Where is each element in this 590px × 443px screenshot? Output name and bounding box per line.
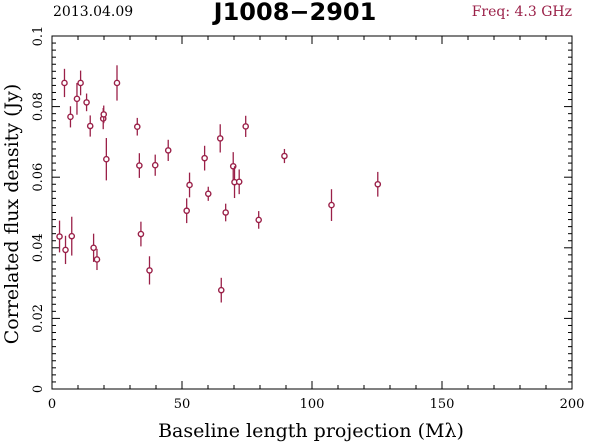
point-marker: [328, 201, 335, 209]
y-tick-label: 0.04: [31, 233, 46, 262]
data-point: [83, 93, 90, 112]
point-marker: [255, 216, 263, 224]
point-marker: [146, 267, 153, 274]
point-marker: [67, 113, 74, 121]
y-tick-label: 0.08: [31, 92, 46, 121]
data-point: [151, 154, 159, 176]
point-marker: [235, 178, 243, 186]
point-marker: [56, 233, 63, 240]
data-point: [242, 115, 249, 137]
data-point: [328, 189, 335, 221]
data-point: [255, 211, 263, 229]
data-point: [164, 139, 172, 161]
plot-frame: [51, 35, 573, 390]
point-marker: [103, 155, 110, 163]
data-point: [77, 70, 84, 96]
x-tick-label: 200: [560, 397, 585, 412]
point-marker: [73, 95, 81, 103]
data-point: [68, 216, 76, 256]
point-marker: [137, 230, 145, 238]
point-marker: [62, 246, 69, 254]
point-marker: [61, 79, 68, 87]
data-point: [136, 153, 143, 178]
data-point: [204, 186, 212, 201]
point-marker: [113, 79, 121, 87]
y-axis-label: Correlated flux density (Jy): [1, 84, 23, 345]
data-point: [201, 145, 208, 171]
data-points: [56, 65, 382, 303]
point-marker: [133, 123, 141, 131]
point-marker: [90, 244, 97, 252]
point-marker: [186, 181, 193, 189]
point-marker: [217, 286, 225, 294]
data-point: [235, 169, 243, 195]
x-tick-label: 150: [430, 397, 455, 412]
x-tick-label: 0: [48, 397, 56, 412]
point-marker: [281, 152, 288, 160]
x-axis-ticks: 0 50 100 150 200: [48, 36, 585, 412]
point-marker: [204, 190, 212, 198]
point-marker: [93, 256, 101, 263]
point-marker: [222, 209, 229, 216]
data-point: [113, 65, 121, 101]
data-point: [62, 235, 69, 265]
y-tick-label: 0: [31, 385, 46, 393]
point-marker: [242, 123, 249, 130]
data-point: [90, 233, 97, 262]
x-tick-label: 50: [174, 397, 191, 412]
data-point: [374, 171, 382, 197]
y-tick-label: 0.02: [31, 304, 46, 333]
data-point: [86, 115, 94, 137]
data-point: [100, 105, 108, 124]
data-point: [281, 148, 288, 164]
point-marker: [201, 154, 208, 162]
point-marker: [136, 162, 143, 169]
data-point: [146, 256, 153, 285]
point-marker: [86, 122, 94, 130]
data-point: [103, 138, 110, 181]
point-marker: [100, 111, 108, 118]
point-marker: [83, 99, 90, 106]
data-point: [217, 277, 225, 303]
data-point: [183, 198, 190, 224]
point-marker: [68, 232, 76, 240]
data-point: [61, 68, 68, 98]
plot-axes: [51, 35, 573, 390]
data-point: [67, 106, 74, 128]
data-point: [133, 117, 141, 136]
point-marker: [164, 147, 172, 154]
point-marker: [374, 180, 382, 188]
observation-date: 2013.04.09: [53, 4, 134, 20]
point-marker: [183, 207, 190, 215]
y-axis-ticks: 0 0.02 0.04 0.06 0.08 0.1: [31, 26, 572, 393]
point-marker: [77, 79, 84, 87]
source-name: J1008−2901: [213, 0, 377, 26]
frequency-label: Freq: 4.3 GHz: [471, 4, 572, 20]
x-axis-label: Baseline length projection (Mλ): [158, 420, 464, 442]
x-tick-label: 100: [300, 397, 325, 412]
data-point: [73, 82, 81, 115]
data-point: [137, 221, 145, 247]
data-point: [186, 172, 193, 198]
point-marker: [151, 161, 159, 169]
y-tick-label: 0.1: [31, 26, 46, 47]
data-point: [229, 152, 237, 181]
data-point: [93, 248, 101, 271]
data-point: [216, 124, 224, 153]
y-tick-label: 0.06: [31, 163, 46, 192]
data-point: [56, 220, 63, 253]
data-point: [222, 203, 229, 222]
point-marker: [216, 135, 224, 142]
